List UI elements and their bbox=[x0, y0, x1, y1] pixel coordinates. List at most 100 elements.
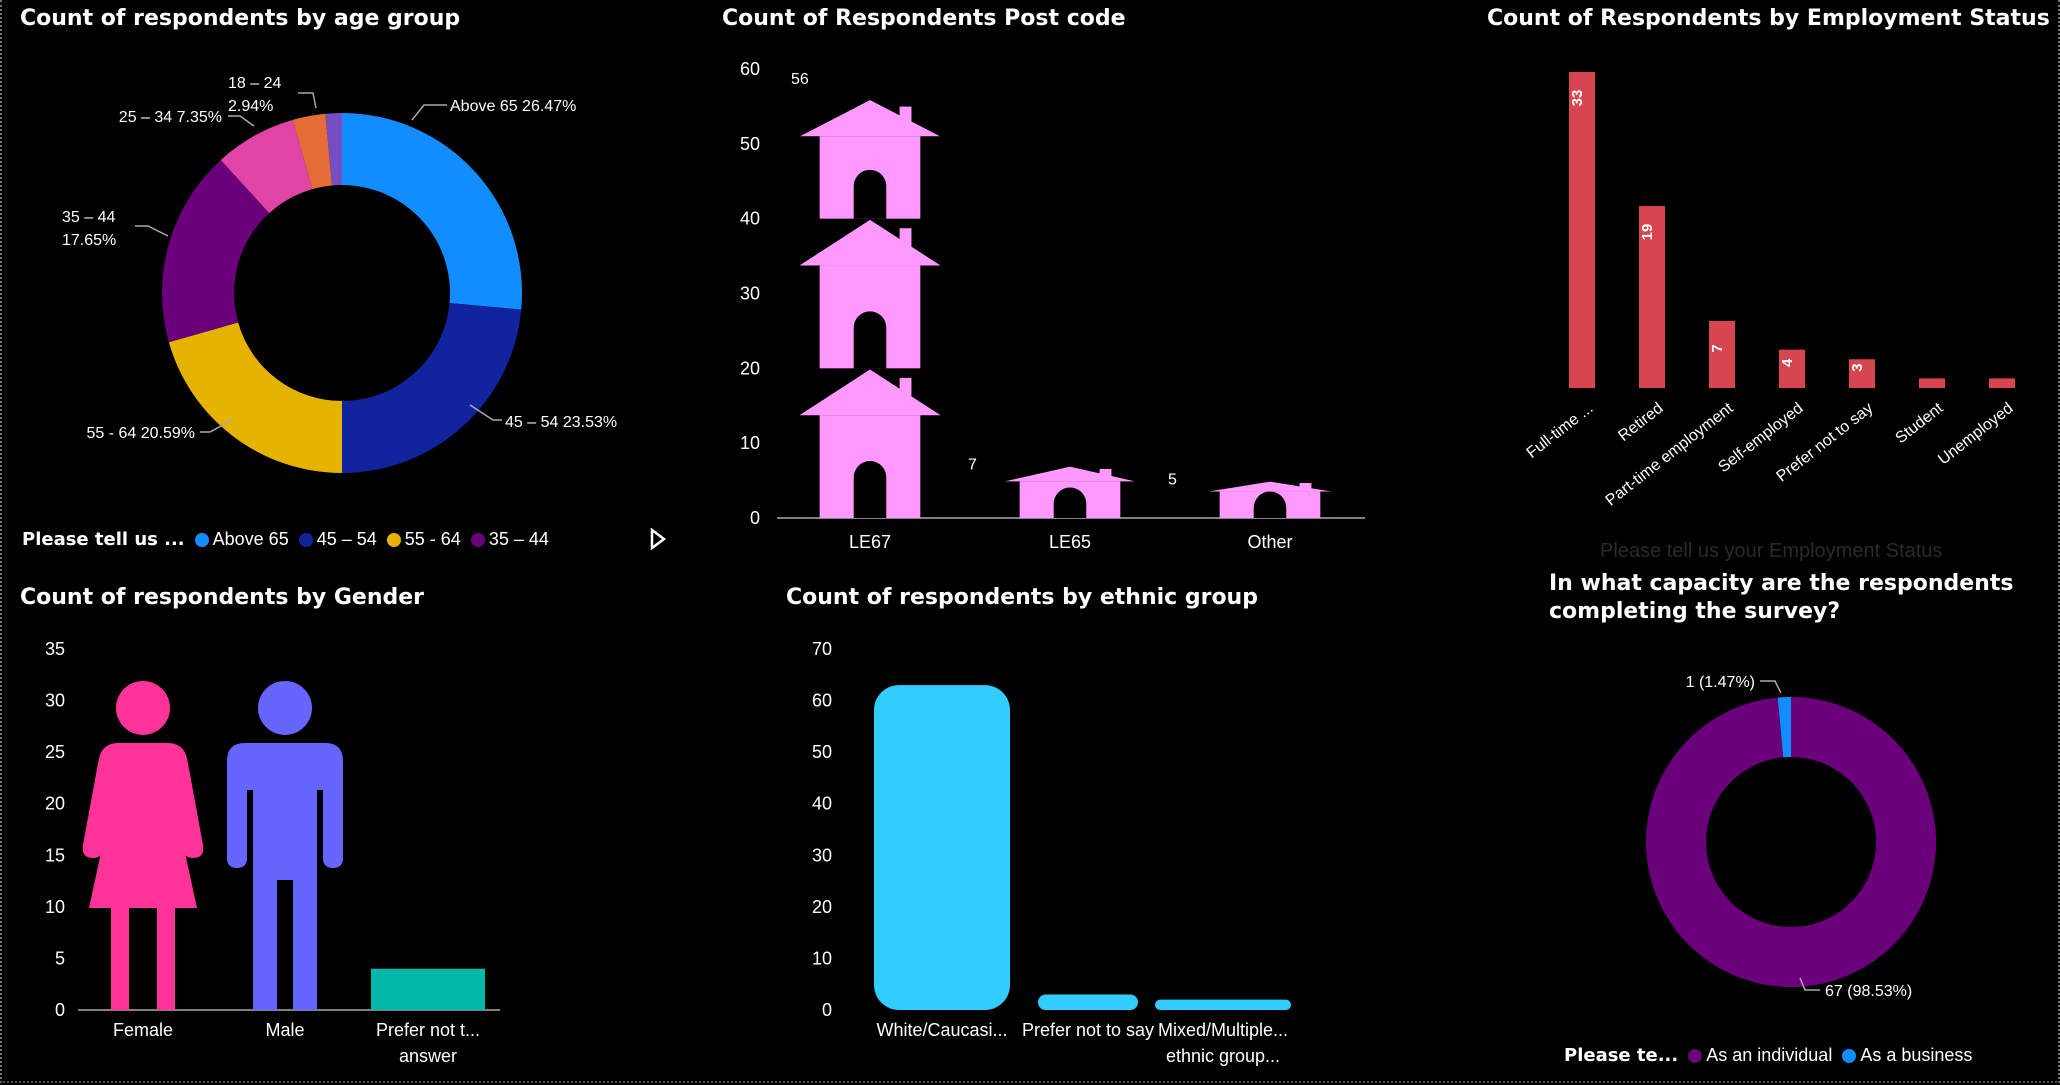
x-tick-label: Prefer not to say bbox=[1022, 1020, 1154, 1040]
leader-line bbox=[411, 104, 447, 121]
legend-label: 35 – 44 bbox=[488, 529, 549, 549]
capacity-legend-title: Please te... bbox=[1564, 1045, 1679, 1066]
y-tick-label: 50 bbox=[812, 742, 832, 762]
employment-bar bbox=[1849, 359, 1875, 388]
bar-data-label: 56 bbox=[791, 71, 809, 88]
y-tick-label: 30 bbox=[740, 284, 760, 304]
leader-line bbox=[1799, 977, 1820, 991]
play-arrow-icon[interactable] bbox=[650, 527, 667, 551]
y-tick-label: 70 bbox=[812, 639, 832, 659]
x-tick-label: LE67 bbox=[849, 532, 891, 552]
x-tick-label: Full-time ... bbox=[1524, 400, 1597, 462]
x-tick-label: Other bbox=[1247, 532, 1292, 552]
legend-label: 55 - 64 bbox=[404, 529, 461, 549]
bar-data-label: 19 bbox=[1639, 224, 1656, 241]
legend-label: As an individual bbox=[1706, 1045, 1833, 1065]
y-tick-label: 50 bbox=[740, 134, 760, 154]
capacity-donut-slice bbox=[1777, 697, 1791, 758]
house-chimney bbox=[899, 106, 912, 130]
gender-chart-title: Count of respondents by Gender bbox=[20, 585, 425, 610]
age-data-label: 18 – 24 bbox=[228, 75, 281, 92]
age-donut-slice bbox=[168, 322, 342, 474]
capacity-chart-title: In what capacity are the respondents com… bbox=[1549, 570, 2013, 626]
y-tick-label: 35 bbox=[45, 639, 65, 659]
male-body bbox=[226, 742, 344, 1011]
y-tick-label: 20 bbox=[45, 794, 65, 814]
age-legend-item[interactable]: Above 65 bbox=[194, 529, 289, 550]
y-tick-label: 0 bbox=[750, 508, 760, 528]
female-body bbox=[82, 742, 204, 1011]
y-tick-label: 25 bbox=[45, 742, 65, 762]
employment-bar bbox=[1919, 378, 1945, 388]
age-legend-item[interactable]: 45 – 54 bbox=[298, 529, 377, 550]
y-tick-label: 10 bbox=[740, 433, 760, 453]
female-figure bbox=[82, 680, 204, 1011]
legend-label: As a business bbox=[1860, 1045, 1973, 1065]
house-bar bbox=[792, 97, 948, 518]
house-bar bbox=[1195, 479, 1345, 518]
y-tick-label: 5 bbox=[55, 948, 65, 968]
y-tick-label: 0 bbox=[55, 1000, 65, 1020]
capacity-legend-item[interactable]: As a business bbox=[1842, 1045, 1972, 1066]
x-tick-label: LE65 bbox=[1049, 532, 1091, 552]
age-donut-slice bbox=[220, 119, 313, 214]
capacity-title-line-2: completing the survey? bbox=[1549, 599, 1841, 624]
x-tick-label: Student bbox=[1893, 399, 1947, 447]
leader-line bbox=[469, 404, 502, 421]
house-roof bbox=[792, 217, 948, 268]
house-door bbox=[1253, 491, 1287, 518]
x-tick-label: White/Caucasi... bbox=[876, 1020, 1007, 1040]
age-donut-slice bbox=[161, 159, 270, 343]
legend-label: Above 65 bbox=[212, 529, 289, 549]
x-tick-label: Prefer not t... bbox=[376, 1020, 480, 1040]
house-roof bbox=[1195, 479, 1345, 494]
bar-data-label: 5 bbox=[1168, 472, 1177, 489]
bar-data-label: 7 bbox=[968, 457, 977, 474]
house-roof bbox=[795, 97, 945, 139]
house-chimney bbox=[899, 377, 912, 407]
bar-data-label: 7 bbox=[1709, 344, 1726, 352]
male-figure bbox=[226, 680, 344, 1011]
age-donut-slice bbox=[325, 113, 342, 186]
house-chimney bbox=[1299, 482, 1312, 491]
legend-dot bbox=[386, 532, 401, 547]
age-data-label: 45 – 54 23.53% bbox=[505, 414, 617, 431]
age-legend-item[interactable]: 35 – 44 bbox=[470, 529, 549, 550]
employment-bar bbox=[1639, 206, 1665, 388]
y-tick-label: 20 bbox=[812, 897, 832, 917]
y-tick-label: 60 bbox=[740, 59, 760, 79]
bar-data-label: 4 bbox=[1779, 358, 1796, 367]
y-tick-label: 10 bbox=[45, 897, 65, 917]
capacity-data-label: 1 (1.47%) bbox=[1686, 674, 1755, 691]
age-data-label: 25 – 34 7.35% bbox=[119, 109, 222, 126]
age-data-label: 55 - 64 20.59% bbox=[86, 425, 195, 442]
x-tick-label: Female bbox=[113, 1020, 173, 1040]
y-tick-label: 0 bbox=[822, 1000, 832, 1020]
y-tick-label: 30 bbox=[812, 845, 832, 865]
age-legend: Please tell us ... Above 65 45 – 54 55 -… bbox=[22, 529, 549, 550]
leader-line bbox=[200, 419, 233, 433]
employment-chart-title: Count of Respondents by Employment Statu… bbox=[1487, 6, 2050, 31]
bar-data-label: 33 bbox=[1569, 90, 1586, 107]
capacity-legend-item[interactable]: As an individual bbox=[1688, 1045, 1832, 1066]
age-data-label: 2.94% bbox=[228, 98, 273, 115]
employment-axis-title: Please tell us your Employment Status bbox=[1600, 540, 1943, 562]
ethnic-bar bbox=[1155, 999, 1291, 1010]
age-legend-item[interactable]: 55 - 64 bbox=[386, 529, 461, 550]
house-bar bbox=[995, 464, 1145, 518]
x-tick-label: Part-time employment bbox=[1603, 399, 1737, 509]
y-tick-label: 30 bbox=[45, 691, 65, 711]
house-door bbox=[853, 461, 887, 518]
capacity-legend: Please te... As an individual As a busin… bbox=[1564, 1045, 1972, 1066]
age-data-label: 17.65% bbox=[62, 232, 116, 249]
legend-dot bbox=[194, 532, 209, 547]
leader-line bbox=[135, 225, 169, 237]
employment-bar bbox=[1779, 349, 1805, 388]
legend-label: 45 – 54 bbox=[316, 529, 377, 549]
age-donut-slice bbox=[342, 113, 522, 310]
x-tick-label: Unemployed bbox=[1935, 400, 2016, 469]
house-chimney bbox=[899, 228, 912, 257]
legend-dot bbox=[298, 532, 313, 547]
legend-dot bbox=[470, 532, 485, 547]
male-head bbox=[257, 680, 313, 735]
